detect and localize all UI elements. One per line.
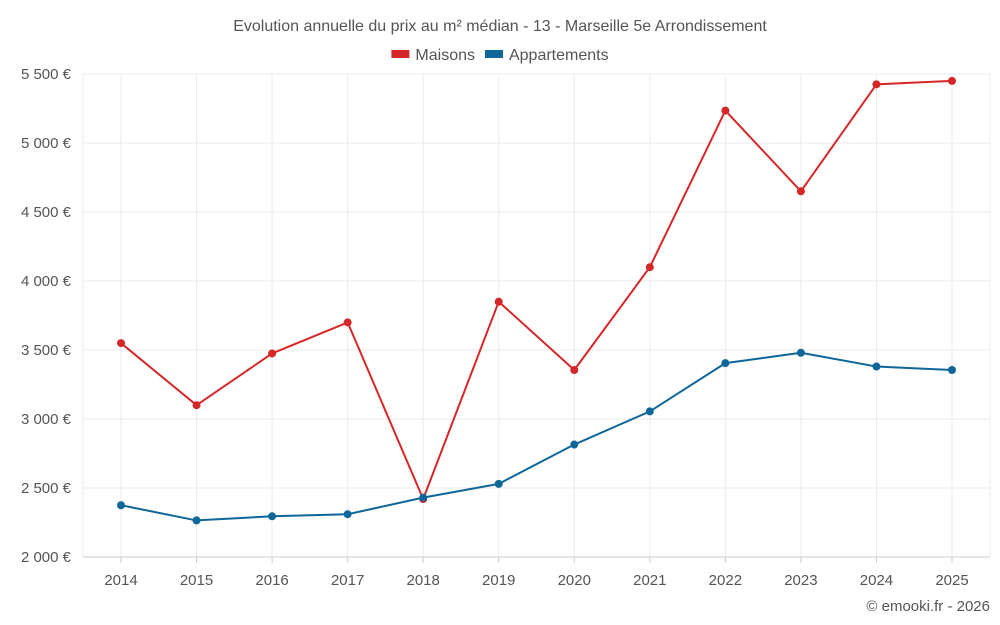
data-point-maisons[interactable]: [268, 349, 277, 358]
data-point-appartements[interactable]: [796, 348, 805, 357]
y-tick-label: 5 000 €: [21, 135, 72, 152]
y-tick-label: 3 000 €: [21, 411, 72, 428]
chart-title: Evolution annuelle du prix au m² médian …: [233, 18, 767, 35]
data-point-maisons[interactable]: [796, 187, 805, 196]
credit-text: © emooki.fr - 2026: [866, 598, 990, 615]
data-point-appartements[interactable]: [494, 479, 503, 488]
data-point-appartements[interactable]: [645, 407, 654, 416]
series-appartements: [117, 348, 956, 525]
data-point-appartements[interactable]: [872, 362, 881, 371]
y-tick-label: 4 500 €: [21, 204, 72, 221]
legend-label: Appartements: [509, 47, 609, 64]
data-point-appartements[interactable]: [948, 366, 956, 375]
y-tick-label: 2 000 €: [21, 549, 72, 566]
legend-item-appartements[interactable]: Appartements: [484, 47, 609, 64]
y-tick-label: 4 000 €: [21, 273, 72, 290]
data-point-appartements[interactable]: [419, 493, 428, 502]
x-tick-label: 2022: [709, 572, 742, 589]
series-line-maisons: [120, 79, 953, 501]
x-tick-label: 2018: [406, 572, 439, 589]
data-point-maisons[interactable]: [117, 339, 125, 348]
legend-label: Maisons: [415, 47, 475, 64]
legend-swatch: [484, 50, 503, 58]
data-point-appartements[interactable]: [192, 516, 201, 525]
x-tick-label: 2016: [255, 572, 288, 589]
series-line-appartements: [120, 351, 953, 522]
x-tick-label: 2015: [180, 572, 213, 589]
data-point-maisons[interactable]: [343, 318, 352, 327]
x-tick-label: 2024: [860, 572, 893, 589]
data-point-appartements[interactable]: [570, 440, 579, 449]
x-tick-label: 2019: [482, 572, 515, 589]
data-point-maisons[interactable]: [192, 401, 201, 410]
grid: [82, 73, 991, 558]
x-tick-label: 2017: [331, 572, 364, 589]
data-point-maisons[interactable]: [645, 263, 654, 272]
data-point-maisons[interactable]: [948, 76, 956, 85]
data-point-appartements[interactable]: [117, 501, 125, 510]
x-axis: 2014 2015 2016 2017 2018 2019 2020 2021 2022 2023…: [104, 557, 969, 589]
series-group: [117, 76, 956, 525]
x-tick-label: 2021: [633, 572, 666, 589]
x-tick-label: 2020: [558, 572, 591, 589]
data-point-appartements[interactable]: [343, 510, 352, 519]
y-tick-label: 2 500 €: [21, 480, 72, 497]
y-tick-label: 3 500 €: [21, 342, 72, 359]
data-point-maisons[interactable]: [570, 366, 579, 375]
data-point-maisons[interactable]: [721, 106, 730, 115]
data-point-maisons[interactable]: [494, 297, 503, 306]
data-point-appartements[interactable]: [721, 359, 730, 368]
data-point-appartements[interactable]: [268, 512, 277, 521]
x-tick-label: 2014: [104, 572, 137, 589]
y-axis: 2 000 € 2 500 € 3 000 € 3 500 € 4 000 € 4 500…: [21, 66, 72, 566]
legend-item-maisons[interactable]: Maisons: [391, 47, 475, 64]
data-point-maisons[interactable]: [872, 80, 881, 89]
y-tick-label: 5 500 €: [21, 66, 72, 83]
legend: Maisons Appartements: [391, 47, 609, 64]
x-tick-label: 2025: [935, 572, 968, 589]
legend-swatch: [391, 50, 410, 58]
x-tick-label: 2023: [784, 572, 817, 589]
series-maisons: [117, 76, 956, 504]
